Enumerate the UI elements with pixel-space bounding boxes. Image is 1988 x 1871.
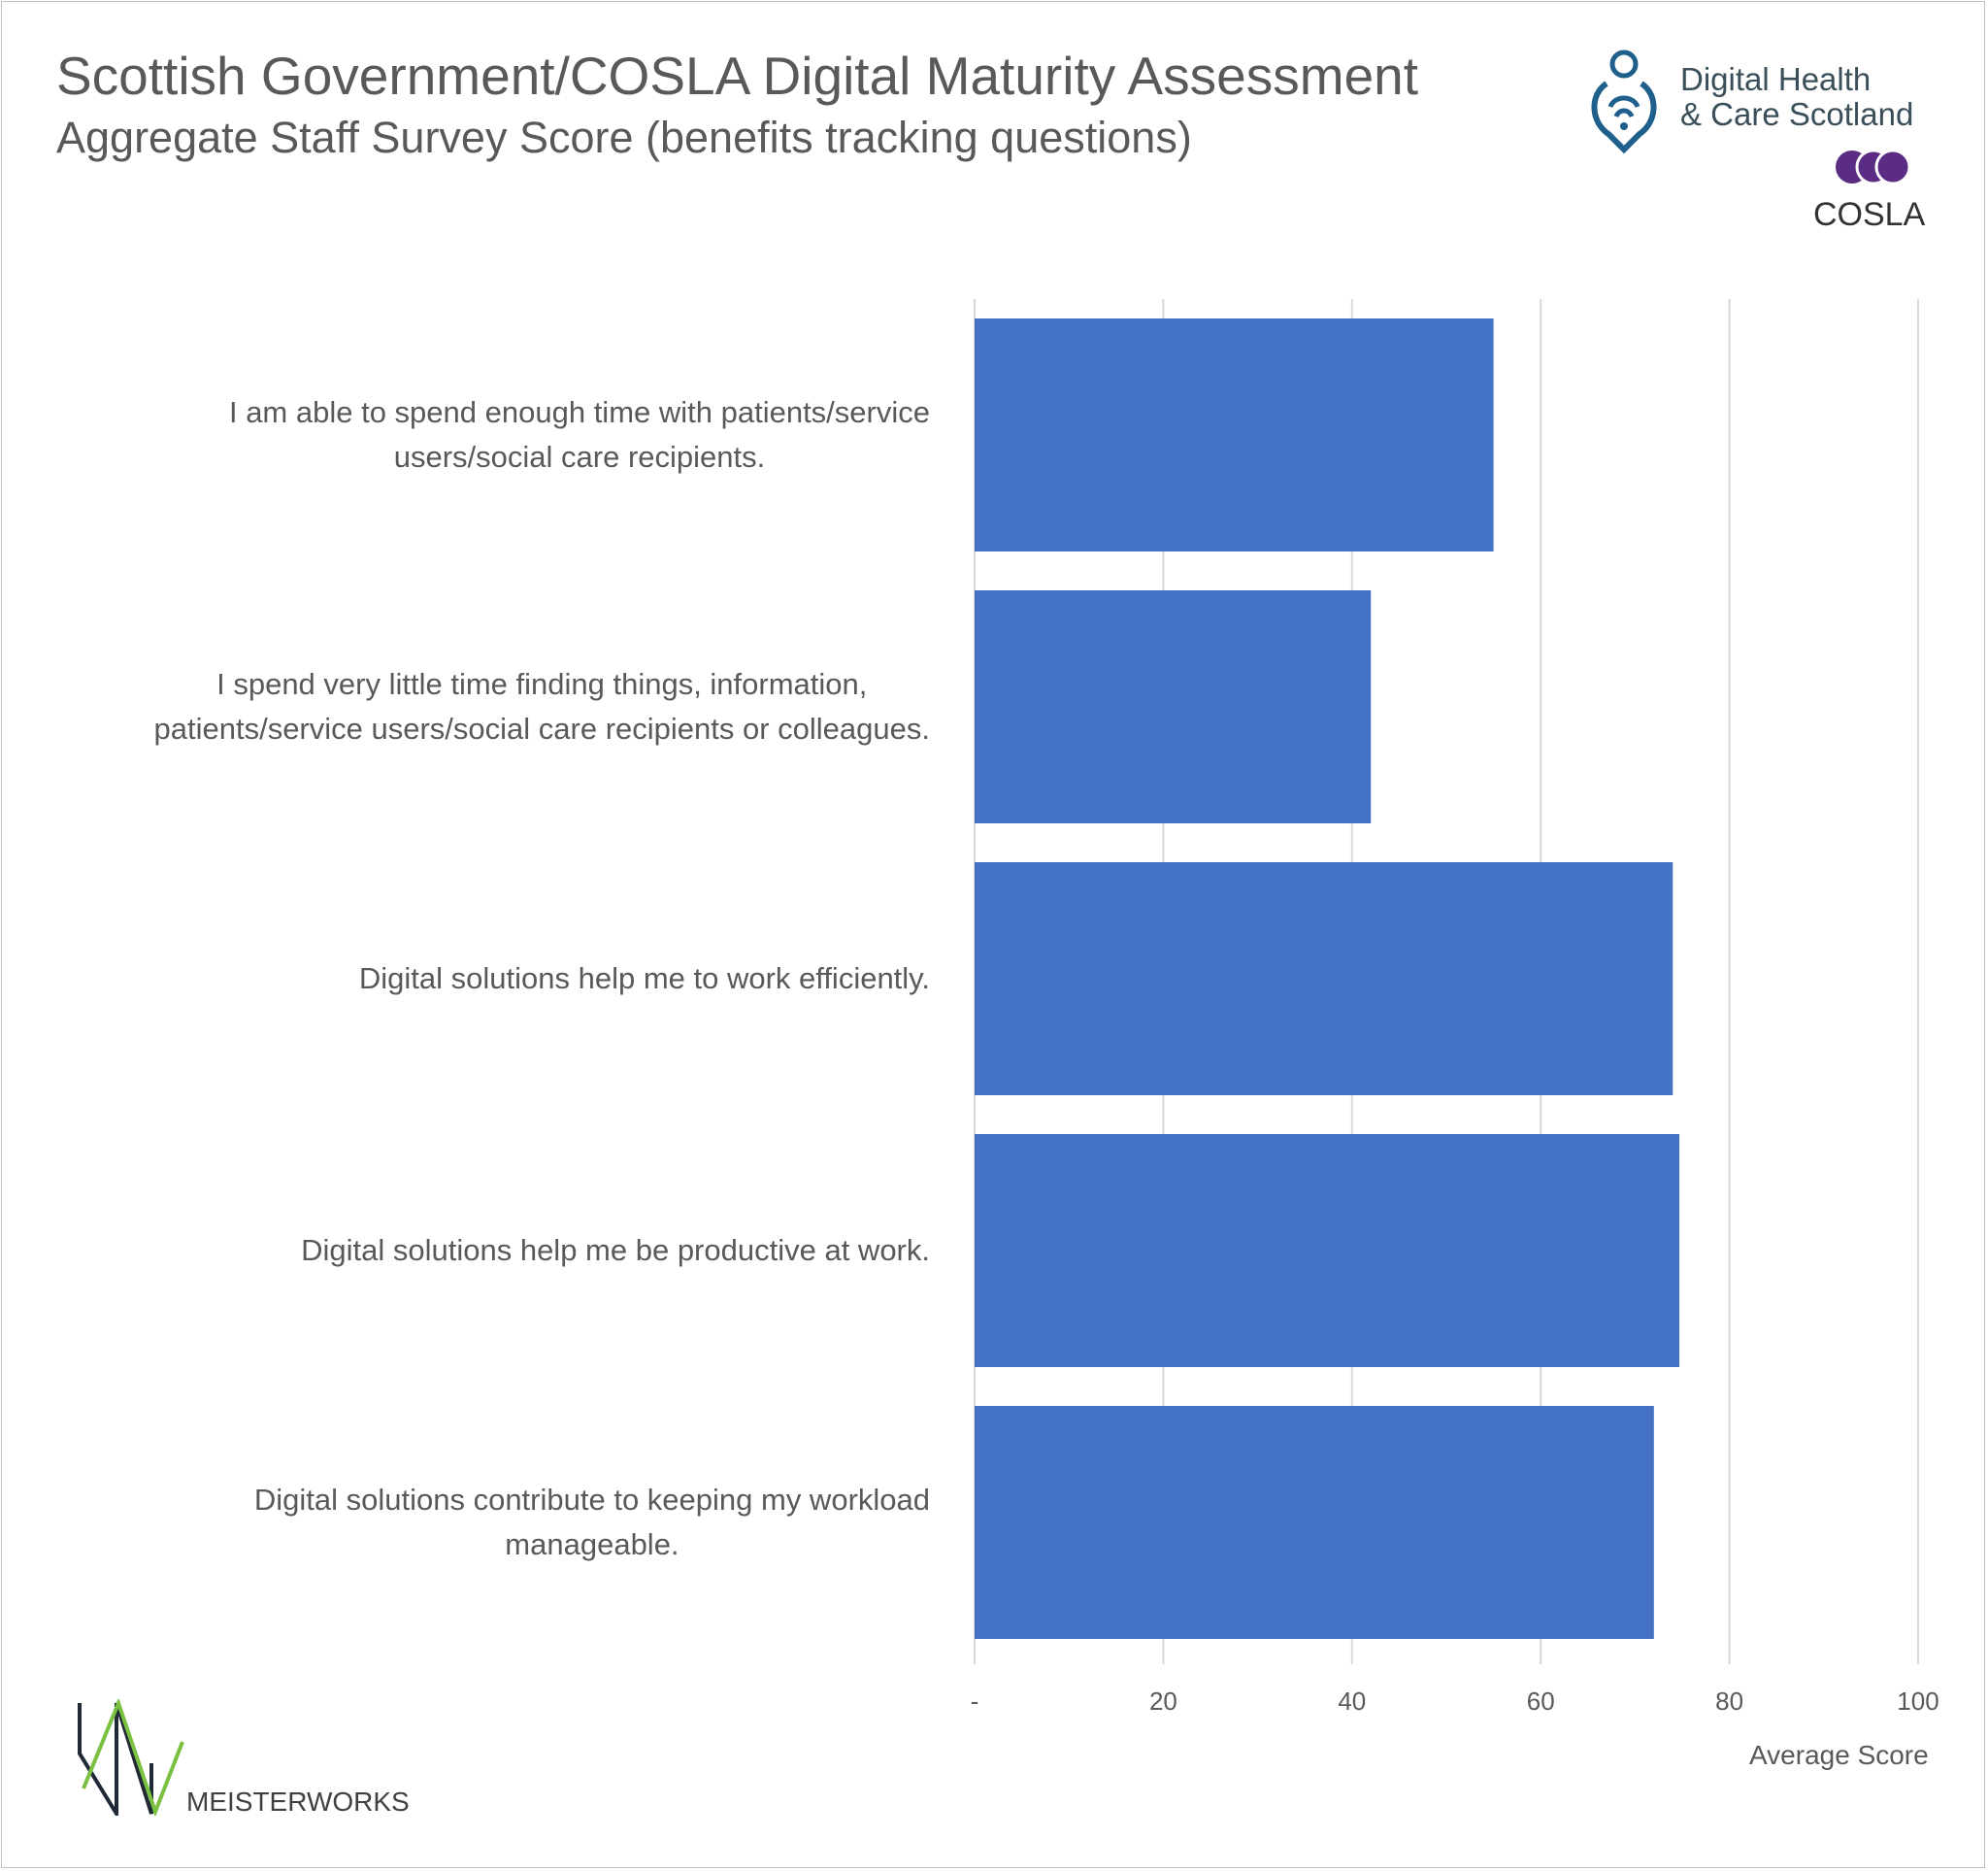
x-axis-title: Average Score bbox=[1749, 1740, 1929, 1770]
y-category-label-line: Digital solutions contribute to keeping … bbox=[253, 1483, 930, 1517]
meisterworks-wordmark: MEISTERWORKS bbox=[186, 1787, 410, 1817]
x-tick-label: 80 bbox=[1715, 1687, 1743, 1716]
dhcs-name-line2: & Care Scotland bbox=[1680, 96, 1914, 132]
y-category-label-line: I am able to spend enough time with pati… bbox=[228, 395, 930, 429]
dhcs-logo: Digital Health & Care Scotland bbox=[1587, 49, 1975, 165]
y-category-label: I spend very little time finding things,… bbox=[0, 662, 931, 752]
y-category-label: Digital solutions contribute to keeping … bbox=[0, 1478, 930, 1567]
y-category-label-line: Digital solutions help me be productive … bbox=[301, 1233, 930, 1267]
dhcs-name-line1: Digital Health bbox=[1680, 61, 1872, 97]
y-category-label-line: I spend very little time finding things,… bbox=[216, 667, 868, 701]
x-tick-label: 20 bbox=[1149, 1687, 1177, 1716]
bar bbox=[975, 1134, 1680, 1367]
y-category-label-line: users/social care recipients. bbox=[393, 440, 766, 474]
x-tick-label: - bbox=[971, 1687, 979, 1716]
x-tick-label: 60 bbox=[1527, 1687, 1555, 1716]
cosla-logo: COSLA bbox=[1806, 146, 1941, 243]
dhcs-heart-icon bbox=[1591, 50, 1657, 154]
y-category-label: Digital solutions help me to work effici… bbox=[0, 956, 930, 1001]
bar bbox=[975, 862, 1673, 1095]
bar bbox=[975, 318, 1494, 551]
cosla-wordmark: COSLA bbox=[1813, 196, 1926, 233]
x-tick-label: 100 bbox=[1897, 1687, 1938, 1716]
bar bbox=[975, 1406, 1654, 1639]
meisterworks-mark-icon bbox=[78, 1699, 184, 1816]
chart-title: Scottish Government/COSLA Digital Maturi… bbox=[56, 46, 1419, 106]
y-category-label-line: manageable. bbox=[505, 1527, 679, 1561]
y-category-label-line: patients/service users/social care recip… bbox=[153, 712, 931, 746]
y-category-label-line: Digital solutions help me to work effici… bbox=[358, 961, 930, 995]
meisterworks-logo: MEISTERWORKS bbox=[68, 1699, 410, 1825]
y-category-label: Digital solutions help me be productive … bbox=[0, 1228, 930, 1273]
bar bbox=[975, 590, 1372, 823]
chart-subtitle: Aggregate Staff Survey Score (benefits t… bbox=[56, 113, 1192, 162]
cosla-circles-icon bbox=[1836, 149, 1911, 185]
x-tick-label: 40 bbox=[1338, 1687, 1366, 1716]
y-category-label: I am able to spend enough time with pati… bbox=[0, 390, 930, 480]
